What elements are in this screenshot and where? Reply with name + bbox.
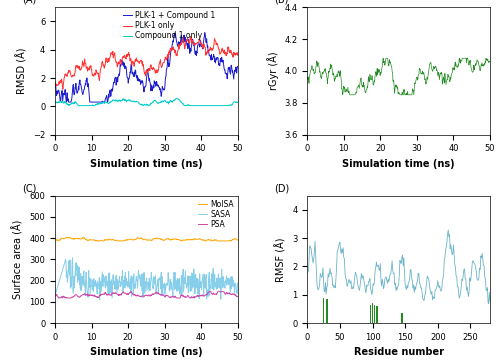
Y-axis label: rGyr (Å): rGyr (Å) [266, 52, 278, 90]
X-axis label: Simulation time (ns): Simulation time (ns) [90, 159, 202, 169]
Line: Compound 1 only: Compound 1 only [55, 98, 238, 106]
Legend: MolSA, SASA, PSA: MolSA, SASA, PSA [198, 200, 234, 229]
PLK-1 + Compound 1 [139, 81, 145, 85]
X-axis label: Simulation time (ns): Simulation time (ns) [90, 347, 202, 357]
PSA [231, 292, 237, 297]
PSA [140, 294, 145, 298]
PLK-1 only [202, 46, 208, 50]
Line: MolSA: MolSA [55, 237, 238, 241]
Compound 1 only [140, 103, 146, 108]
Bar [374, 305, 376, 323]
Text: (D): (D) [274, 183, 289, 193]
MolSA [152, 237, 158, 241]
PSA [56, 296, 62, 300]
Bar [322, 298, 324, 323]
SASA [152, 281, 158, 286]
Bar [372, 303, 374, 323]
PLK-1 + Compound 1 [161, 87, 167, 91]
SASA [70, 256, 75, 260]
Bar [376, 306, 378, 323]
Legend: PLK-1 + Compound 1, PLK-1 only, Compound 1 only: PLK-1 + Compound 1, PLK-1 only, Compound… [123, 11, 216, 40]
Compound 1 only [173, 96, 179, 101]
Compound 1 only [52, 101, 58, 105]
Line: SASA: SASA [55, 258, 238, 300]
SASA [202, 275, 208, 280]
Bar [326, 299, 328, 323]
MolSA [231, 237, 237, 242]
SASA [96, 298, 102, 302]
PLK-1 + Compound 1 [231, 72, 237, 76]
PLK-1 only [60, 87, 66, 91]
PLK-1 only [140, 62, 146, 67]
SASA [162, 281, 168, 285]
SASA [235, 282, 241, 286]
PLK-1 + Compound 1 [202, 34, 208, 39]
Compound 1 only [202, 103, 208, 108]
Line: PLK-1 only: PLK-1 only [55, 36, 238, 89]
PLK-1 + Compound 1 [235, 64, 241, 69]
Compound 1 only [152, 98, 158, 103]
MolSA [80, 235, 86, 240]
PSA [128, 289, 134, 294]
Y-axis label: RMSF (Å): RMSF (Å) [275, 237, 286, 282]
Bar [370, 305, 372, 323]
MolSA [162, 238, 168, 242]
PLK-1 only [52, 81, 58, 86]
PLK-1 only [231, 50, 237, 55]
PLK-1 + Compound 1 [140, 84, 146, 89]
Compound 1 only [231, 99, 237, 104]
Compound 1 only [161, 99, 167, 103]
SASA [52, 293, 58, 298]
SASA [140, 272, 145, 276]
PSA [152, 291, 158, 296]
Text: (B): (B) [274, 0, 288, 5]
PSA [202, 293, 208, 297]
Y-axis label: Surface area (Å): Surface area (Å) [12, 220, 24, 299]
PSA [162, 294, 168, 299]
SASA [140, 291, 146, 296]
Line: PLK-1 + Compound 1: PLK-1 + Compound 1 [55, 33, 238, 102]
Text: (A): (A) [22, 0, 36, 5]
PLK-1 only [139, 62, 145, 66]
PSA [140, 294, 146, 298]
Compound 1 only [76, 103, 82, 108]
MolSA [140, 237, 145, 241]
PLK-1 only [188, 34, 194, 38]
MolSA [202, 238, 208, 243]
PLK-1 only [161, 60, 167, 65]
PSA [52, 292, 58, 297]
SASA [231, 284, 237, 289]
MolSA [52, 237, 58, 242]
PLK-1 only [152, 66, 158, 71]
X-axis label: Simulation time (ns): Simulation time (ns) [342, 159, 455, 169]
Y-axis label: RMSD (Å): RMSD (Å) [16, 48, 28, 94]
PLK-1 + Compound 1 [52, 84, 58, 89]
MolSA [235, 238, 241, 242]
PLK-1 + Compound 1 [152, 79, 158, 83]
Text: (C): (C) [22, 183, 36, 193]
PLK-1 only [235, 53, 241, 58]
X-axis label: Residue number: Residue number [354, 347, 444, 357]
Line: PSA: PSA [55, 291, 238, 298]
Bar [401, 313, 402, 323]
Compound 1 only [139, 102, 145, 107]
PLK-1 + Compound 1 [202, 30, 208, 35]
PLK-1 + Compound 1 [64, 100, 70, 104]
MolSA [95, 239, 101, 243]
PSA [235, 294, 241, 299]
MolSA [140, 237, 146, 241]
Compound 1 only [235, 100, 241, 105]
